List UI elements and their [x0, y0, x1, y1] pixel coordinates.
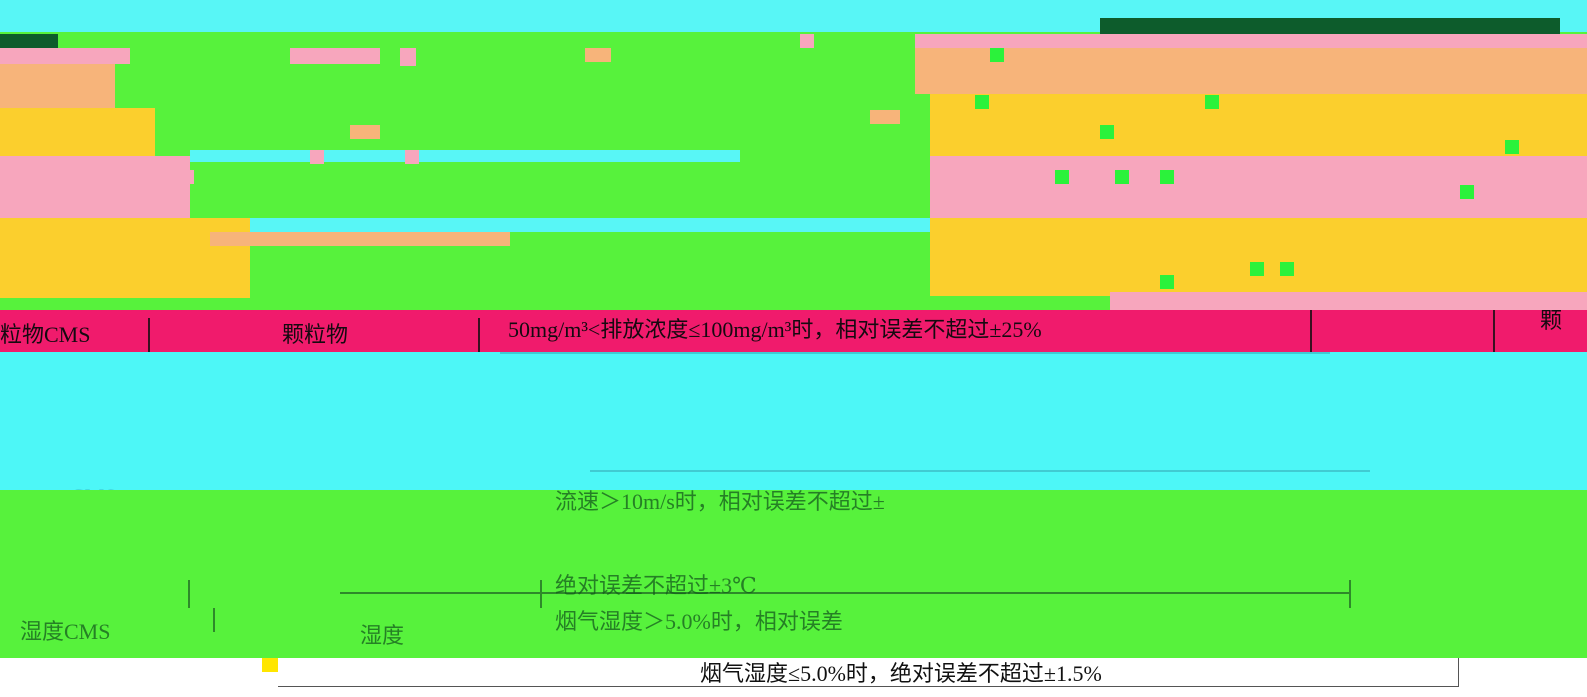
- noise-block: [1160, 170, 1174, 184]
- noise-stripe: [1110, 292, 1587, 310]
- cell-system-label: 粒物CMS: [0, 322, 91, 347]
- column-divider: [213, 608, 215, 632]
- noise-stripe: [210, 232, 510, 246]
- noise-stripe: [1100, 18, 1560, 34]
- cell-humidity-parameter: 湿度: [360, 623, 405, 648]
- noise-block: [990, 48, 1004, 62]
- noise-block: [975, 95, 989, 109]
- noise-block: [1205, 95, 1219, 109]
- column-divider: [188, 580, 190, 608]
- noise-stripe: [930, 218, 1587, 296]
- cell-parameter-label: 颗粒物: [282, 322, 349, 347]
- noise-block: [1130, 262, 1144, 290]
- faint-rule: [590, 470, 1370, 472]
- noise-block: [1100, 125, 1114, 139]
- noise-stripe: [0, 156, 190, 218]
- noise-block: [310, 150, 324, 164]
- noise-block: [350, 125, 380, 139]
- noise-stripe: [915, 48, 1587, 94]
- cell-criteria-text: 50mg/m³<排放浓度≤100mg/m³时，相对误差不超过±25%: [508, 317, 1042, 342]
- row-rule: [340, 592, 1350, 594]
- table-row-bottom: 烟气湿度≤5.0%时，绝对误差不超过±1.5%: [0, 658, 1587, 697]
- noise-stripe: [400, 48, 416, 66]
- noise-block: [1055, 170, 1069, 184]
- noise-stripe: [190, 150, 740, 162]
- noise-block: [1040, 262, 1080, 276]
- distorted-header-region: [0, 0, 1587, 310]
- column-divider: [540, 580, 542, 608]
- noise-block: [1250, 262, 1264, 276]
- noise-block: [180, 170, 194, 184]
- column-divider: [478, 318, 480, 352]
- noise-stripe: [0, 64, 115, 108]
- cell-humidity-criteria: 烟气湿度＞5.0%时，相对误差: [555, 609, 843, 634]
- cell-velocity-text: 流速＞10m/s时，相对误差不超过±: [555, 489, 885, 514]
- column-divider: [1349, 580, 1351, 608]
- noise-stripe: [290, 48, 380, 64]
- noise-stripe: [0, 48, 130, 64]
- noise-block: [800, 34, 814, 48]
- noise-block: [1280, 262, 1294, 276]
- noise-stripe: [915, 34, 1587, 48]
- noise-stripe: [250, 218, 930, 232]
- highlight-mark: [262, 658, 278, 672]
- noise-stripe: [0, 218, 250, 298]
- washed-out-region: CMS: [0, 352, 1587, 509]
- noise-block: [405, 150, 419, 164]
- column-divider: [148, 318, 150, 352]
- noise-stripe: [0, 34, 58, 48]
- noise-block: [1115, 170, 1129, 184]
- noise-block: [1460, 185, 1474, 199]
- column-divider: [1310, 310, 1312, 352]
- noise-stripe: [930, 156, 1587, 218]
- cell-humidity-low-text: 烟气湿度≤5.0%时，绝对误差不超过±1.5%: [700, 661, 1102, 686]
- cell-next-parameter: 颗: [1540, 308, 1563, 333]
- cell-humidity-system: 湿度CMS: [20, 619, 111, 644]
- noise-block: [585, 48, 611, 62]
- noise-block: [1160, 275, 1174, 289]
- noise-block: [870, 110, 900, 124]
- column-divider: [1493, 310, 1495, 352]
- table-row-particulate: 粒物CMS 颗粒物 50mg/m³<排放浓度≤100mg/m³时，相对误差不超过…: [0, 310, 1587, 352]
- faint-rule: [500, 352, 1330, 354]
- noise-block: [60, 160, 74, 174]
- noise-block: [1505, 140, 1519, 154]
- distorted-lower-region: 流速＞10m/s时，相对误差不超过± 绝对误差不超过±3℃ 湿度CMS 湿度 烟…: [0, 489, 1587, 658]
- cell-temperature-text: 绝对误差不超过±3℃: [555, 573, 757, 598]
- table-cell-frame: [278, 658, 1459, 687]
- noise-stripe: [930, 94, 1587, 156]
- noise-stripe: [0, 108, 155, 156]
